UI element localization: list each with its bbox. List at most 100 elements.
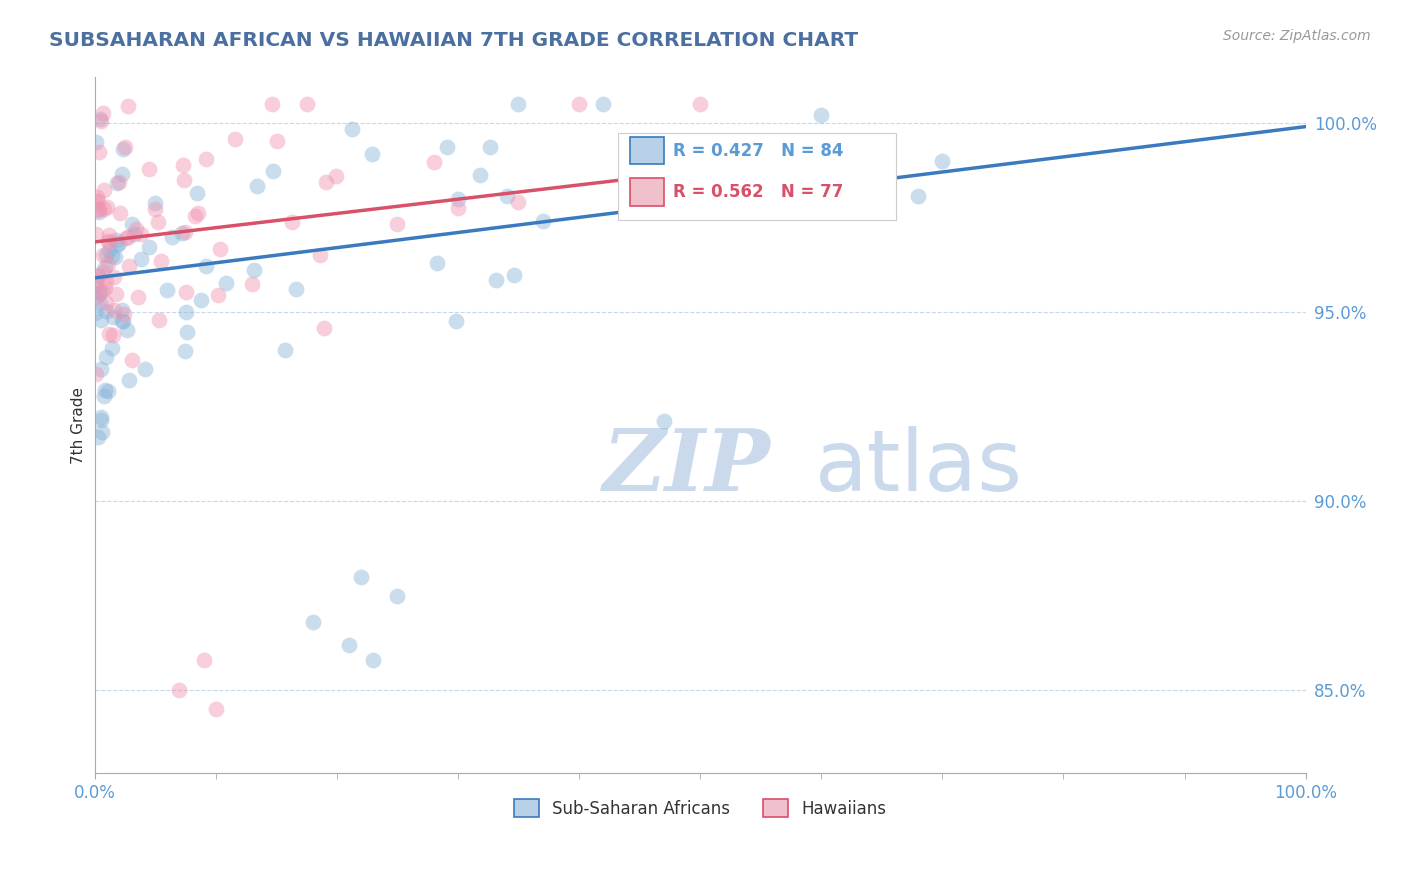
Point: [193, 653, 215, 667]
Point: [89, 297, 111, 311]
Point: [173, 225, 195, 239]
Point: [172, 226, 194, 240]
Point: [90, 409, 112, 424]
Point: [176, 326, 198, 340]
Point: [145, 202, 167, 216]
Point: [156, 283, 179, 297]
Text: R = 0.427   N = 84: R = 0.427 N = 84: [673, 142, 844, 160]
Point: [93, 183, 115, 197]
Point: [91, 264, 114, 278]
Point: [190, 293, 212, 307]
Point: [117, 99, 139, 113]
Point: [266, 134, 288, 148]
Point: [84, 274, 107, 288]
Point: [121, 217, 143, 231]
Point: [485, 273, 508, 287]
Point: [297, 96, 319, 111]
Point: [118, 373, 141, 387]
Point: [100, 341, 122, 355]
Point: [84, 367, 107, 381]
Point: [568, 96, 591, 111]
Point: [97, 234, 120, 248]
Point: [94, 275, 117, 289]
Point: [94, 384, 117, 398]
Point: [187, 206, 209, 220]
Point: [195, 259, 218, 273]
Point: [129, 252, 152, 266]
Point: [160, 230, 183, 244]
Point: [105, 177, 128, 191]
FancyBboxPatch shape: [617, 133, 896, 220]
Point: [91, 248, 114, 262]
Point: [308, 248, 330, 262]
Point: [124, 227, 146, 242]
Point: [470, 168, 492, 182]
Point: [274, 343, 297, 357]
Point: [426, 256, 449, 270]
Point: [531, 214, 554, 228]
Point: [91, 105, 114, 120]
Point: [97, 384, 120, 398]
Point: [87, 205, 110, 219]
Point: [94, 281, 117, 295]
Point: [342, 122, 364, 136]
Point: [111, 302, 134, 317]
Point: [105, 238, 128, 252]
Point: [387, 217, 409, 231]
Point: [173, 343, 195, 358]
Point: [361, 146, 384, 161]
Point: [207, 288, 229, 302]
Legend: Sub-Saharan Africans, Hawaiians: Sub-Saharan Africans, Hawaiians: [508, 793, 893, 824]
Point: [260, 96, 283, 111]
Point: [262, 163, 284, 178]
Point: [111, 314, 134, 328]
Point: [121, 353, 143, 368]
Point: [87, 145, 110, 160]
Point: [94, 350, 117, 364]
Point: [195, 153, 218, 167]
Point: [84, 305, 107, 319]
Point: [834, 166, 856, 180]
Point: [209, 242, 232, 256]
Point: [105, 233, 128, 247]
Point: [107, 235, 129, 250]
Point: [94, 260, 117, 275]
Point: [224, 132, 246, 146]
Point: [129, 227, 152, 242]
Point: [86, 430, 108, 444]
Point: [138, 162, 160, 177]
Point: [114, 140, 136, 154]
Point: [93, 202, 115, 217]
Point: [90, 413, 112, 427]
Point: [444, 314, 467, 328]
Point: [134, 362, 156, 376]
Point: [125, 221, 148, 235]
Point: [90, 114, 112, 128]
Point: [87, 202, 110, 216]
Point: [314, 321, 336, 335]
Point: [103, 269, 125, 284]
Point: [84, 227, 107, 241]
Point: [387, 589, 409, 603]
Point: [91, 284, 114, 298]
Point: [108, 175, 131, 189]
Text: R = 0.562   N = 77: R = 0.562 N = 77: [673, 183, 844, 202]
Point: [169, 683, 191, 698]
Point: [96, 295, 118, 310]
Point: [103, 303, 125, 318]
Point: [215, 277, 238, 291]
Point: [174, 305, 197, 319]
Point: [84, 277, 107, 291]
Point: [138, 240, 160, 254]
Y-axis label: 7th Grade: 7th Grade: [72, 387, 86, 464]
Point: [90, 362, 112, 376]
Point: [931, 153, 953, 168]
Point: [105, 286, 128, 301]
Point: [86, 268, 108, 282]
Point: [108, 206, 131, 220]
Point: [97, 327, 120, 342]
Text: atlas: atlas: [815, 425, 1024, 508]
Point: [246, 179, 269, 194]
Point: [90, 313, 112, 327]
Point: [111, 167, 134, 181]
